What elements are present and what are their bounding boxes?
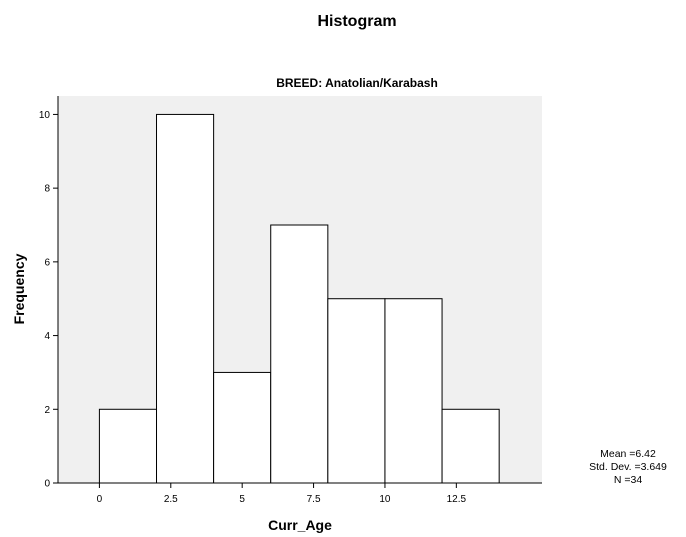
x-tick-label: 12.5 [447,494,467,505]
stats-std-dev: Std. Dev. =3.649 [589,461,667,473]
histogram-bar-6 [441,408,500,484]
x-tick-label: 5 [239,494,245,505]
y-tick-label: 8 [44,184,50,195]
stats-mean: Mean =6.42 [600,448,656,460]
y-tick-label: 4 [44,331,50,342]
chart-title: Histogram [317,13,396,30]
x-ticks-group: 0 2.5 5 7.5 10 12.5 [97,483,467,505]
y-tick-label: 2 [44,405,50,416]
x-tick-label: 7.5 [307,494,321,505]
histogram-bar-3 [270,224,329,484]
histogram-bar-2 [213,371,272,484]
x-tick-label: 2.5 [164,494,178,505]
chart-subtitle: BREED: Anatolian/Karabash [276,76,438,90]
histogram-bar-0 [98,408,158,484]
y-ticks-group: 0 2 4 6 8 10 [39,110,58,490]
histogram-bar-1 [156,113,215,484]
stats-n: N =34 [614,474,642,486]
y-tick-label: 6 [44,257,50,268]
histogram-bar-5 [384,298,443,484]
y-tick-label: 0 [44,479,50,490]
y-axis-label: Frequency [11,253,27,324]
x-tick-label: 0 [97,494,103,505]
histogram-bar-4 [327,298,386,484]
bars-group [98,113,500,484]
y-tick-label: 10 [39,110,51,121]
stats-box: Mean =6.42 Std. Dev. =3.649 N =34 [589,448,667,486]
x-axis-label: Curr_Age [268,517,332,533]
x-tick-label: 10 [379,494,391,505]
